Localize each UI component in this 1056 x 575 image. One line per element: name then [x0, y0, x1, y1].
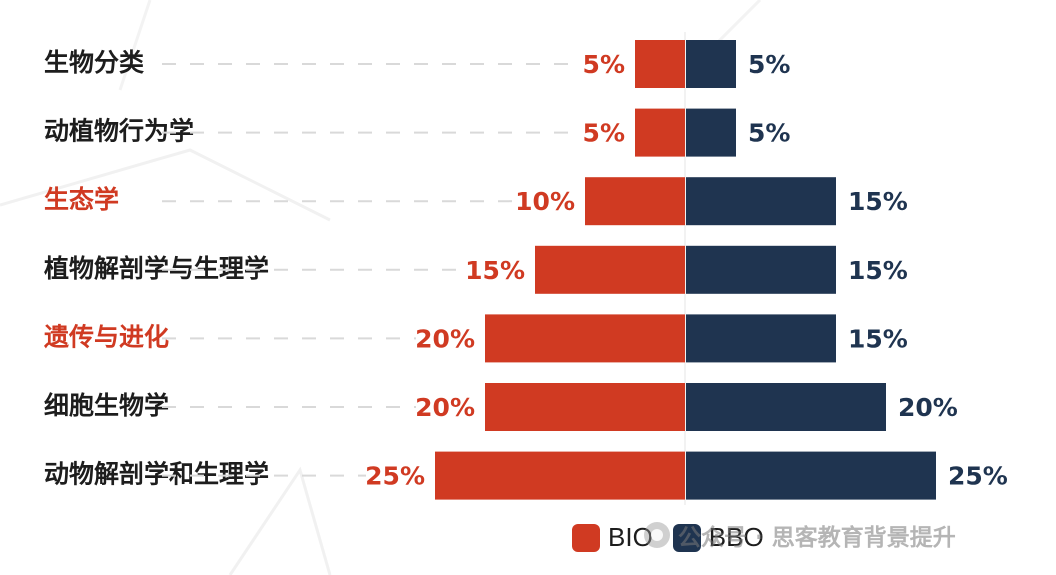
bio-value-label: 25% — [365, 462, 425, 491]
bbo-bar — [686, 245, 836, 294]
bbo-bar — [686, 40, 736, 88]
legend-item-bbo: BBO — [672, 522, 764, 553]
category-label: 动植物行为学 — [44, 117, 194, 146]
bio-bar — [635, 40, 685, 88]
bio-bar — [585, 177, 685, 226]
bbo-bar — [686, 451, 936, 500]
diverging-bar-chart: 生物分类 5% 5% 动植物行为学 5% 5% 生态学 10% 15% 植物解剖学与生理学 15% 1… — [43, 32, 1008, 505]
bio-value-label: 5% — [583, 50, 625, 79]
legend-swatch-bio — [572, 523, 600, 552]
legend-label-bio: BIO — [608, 522, 653, 552]
bio-value-label: 5% — [583, 119, 625, 148]
bio-value-label: 10% — [515, 187, 575, 216]
bio-bar — [435, 451, 685, 500]
category-label: 动物解剖学和生理学 — [44, 460, 269, 489]
legend-label-bbo: BBO — [708, 522, 764, 552]
legend-swatch-bbo — [672, 523, 701, 552]
category-label: 生物分类 — [44, 48, 145, 77]
chart-legend: BIO BBO — [572, 522, 776, 553]
bio-value-label: 15% — [465, 256, 525, 285]
category-label: 生态学 — [44, 185, 119, 214]
bbo-value-label: 20% — [898, 393, 958, 422]
bio-value-label: 20% — [415, 393, 475, 422]
bbo-bar — [686, 108, 736, 157]
bio-value-label: 20% — [415, 324, 475, 353]
bbo-bar — [686, 314, 836, 363]
category-label: 遗传与进化 — [43, 322, 169, 351]
bio-bar — [485, 314, 685, 363]
wechat-icon — [644, 522, 670, 548]
bbo-value-label: 25% — [948, 462, 1008, 491]
bbo-bar — [686, 177, 836, 226]
bbo-value-label: 5% — [748, 50, 790, 79]
category-label: 细胞生物学 — [44, 391, 169, 420]
bbo-bar — [686, 383, 886, 431]
bbo-value-label: 15% — [848, 256, 908, 285]
watermark-text: 公众号 · 思客教育背景提升 — [678, 525, 956, 551]
watermark: 公众号 · 思客教育背景提升 — [644, 518, 956, 552]
bbo-value-label: 15% — [848, 324, 908, 353]
bbo-value-label: 15% — [848, 187, 908, 216]
category-label: 植物解剖学与生理学 — [44, 254, 269, 283]
bbo-value-label: 5% — [748, 119, 790, 148]
bio-bar — [535, 245, 685, 294]
bio-bar — [485, 383, 685, 431]
legend-item-bio: BIO — [572, 522, 653, 553]
bio-bar — [635, 108, 685, 157]
